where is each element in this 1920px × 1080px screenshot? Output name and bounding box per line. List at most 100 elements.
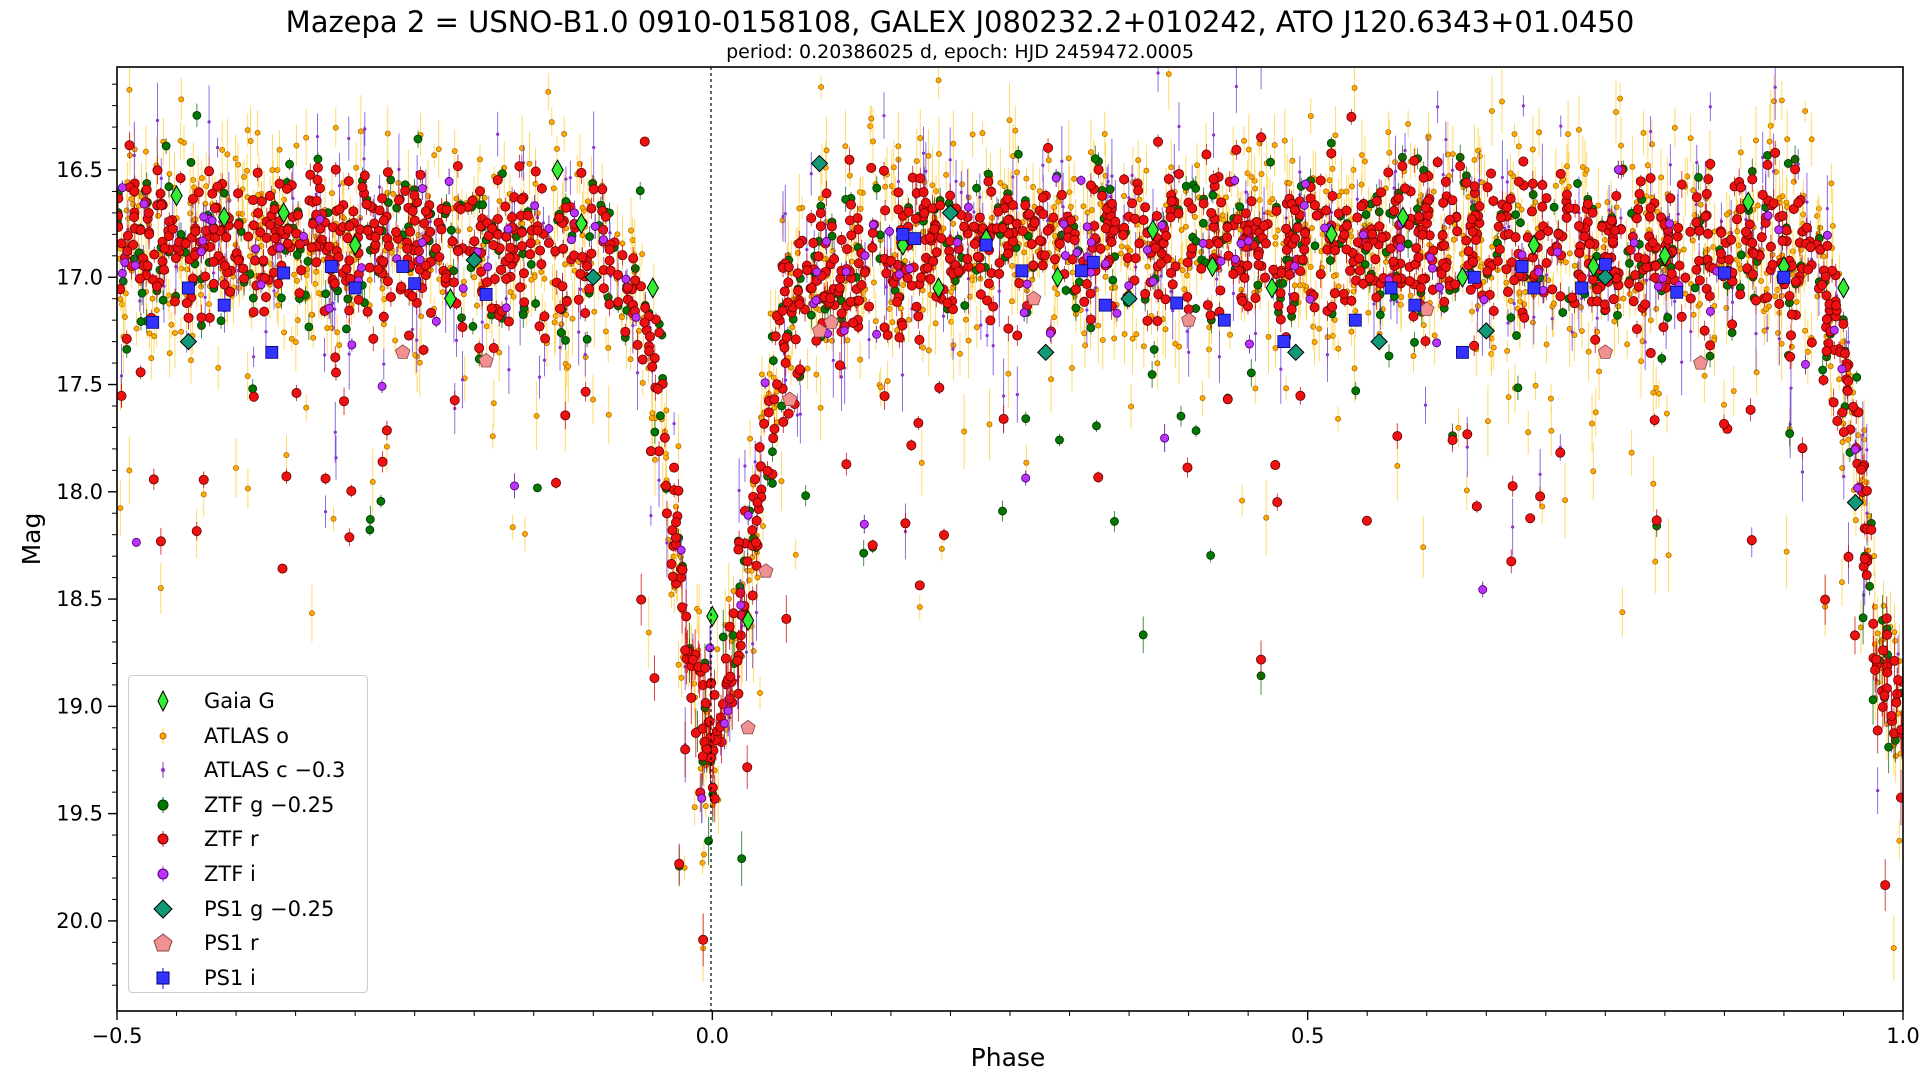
point-ztf-g-0-25 — [635, 186, 645, 196]
point-ztf-g-0-25 — [1326, 138, 1336, 148]
point-atlas-o — [275, 302, 282, 309]
point-atlas-c-0-3 — [1171, 309, 1175, 313]
point-atlas-o — [627, 356, 634, 363]
point-atlas-c-0-3 — [315, 135, 320, 139]
point-atlas-o — [483, 323, 490, 330]
point-atlas-o — [155, 212, 162, 219]
point-atlas-o — [1087, 149, 1094, 156]
point-atlas-c-0-3 — [347, 136, 351, 141]
point-atlas-o — [415, 232, 422, 238]
point-atlas-o — [918, 459, 925, 466]
point-atlas-c-0-3 — [1423, 403, 1428, 407]
point-atlas-o — [178, 96, 185, 103]
point-atlas-o — [639, 251, 646, 258]
point-atlas-o — [652, 456, 658, 463]
point-atlas-o — [1332, 132, 1339, 139]
point-atlas-c-0-3 — [1002, 394, 1006, 398]
point-atlas-o — [1182, 223, 1189, 230]
point-atlas-c-0-3 — [1130, 173, 1134, 177]
point-atlas-o — [293, 142, 300, 149]
point-atlas-o — [1329, 165, 1336, 172]
point-atlas-o — [490, 400, 497, 407]
point-atlas-c-0-3 — [592, 145, 596, 150]
point-atlas-o — [561, 130, 568, 137]
point-atlas-o — [281, 196, 288, 203]
point-atlas-o — [178, 328, 185, 335]
point-atlas-o — [882, 183, 889, 190]
point-atlas-c-0-3 — [1521, 104, 1525, 108]
point-ztf-g-0-25 — [1549, 202, 1559, 212]
point-ztf-g-0-25 — [1147, 370, 1157, 379]
point-atlas-c-0-3 — [753, 460, 757, 464]
point-atlas-o — [1619, 609, 1626, 616]
point-atlas-o — [1579, 164, 1586, 171]
point-atlas-o — [1620, 295, 1627, 302]
point-atlas-c-0-3 — [1500, 175, 1504, 180]
point-atlas-c-0-3 — [1507, 225, 1511, 229]
point-ztf-g-0-25 — [768, 447, 777, 457]
point-atlas-o — [1585, 348, 1592, 355]
point-atlas-o — [1628, 449, 1635, 456]
point-atlas-o — [1269, 196, 1276, 203]
point-atlas-o — [198, 291, 204, 298]
point-atlas-o — [770, 374, 777, 381]
point-atlas-o — [1081, 330, 1088, 337]
point-atlas-o — [1489, 243, 1496, 250]
point-atlas-c-0-3 — [784, 378, 788, 382]
point-atlas-o — [584, 198, 591, 205]
point-atlas-o — [1511, 131, 1518, 137]
point-atlas-o — [959, 181, 966, 188]
point-atlas-c-0-3 — [1676, 212, 1680, 216]
point-ztf-g-0-25 — [1021, 414, 1031, 424]
point-atlas-o — [133, 325, 140, 332]
point-atlas-c-0-3 — [1544, 273, 1549, 277]
point-atlas-o — [149, 295, 156, 302]
point-atlas-o — [489, 433, 496, 440]
point-atlas-c-0-3 — [410, 327, 414, 332]
point-atlas-o — [288, 335, 295, 342]
point-ztf-g-0-25 — [585, 232, 595, 241]
point-atlas-o — [1133, 331, 1140, 338]
point-atlas-o — [1420, 544, 1427, 551]
point-ztf-g-0-25 — [526, 259, 536, 269]
point-atlas-o — [451, 148, 458, 154]
point-ztf-g-0-25 — [1266, 157, 1275, 167]
point-ztf-g-0-25 — [1013, 149, 1023, 159]
point-atlas-o — [1471, 157, 1478, 163]
point-atlas-c-0-3 — [334, 456, 338, 460]
point-atlas-c-0-3 — [1648, 129, 1653, 134]
point-atlas-o — [639, 379, 646, 386]
point-ztf-g-0-25 — [292, 250, 302, 260]
point-atlas-o — [1023, 175, 1030, 182]
point-ztf-g-0-25 — [1694, 172, 1703, 182]
point-ztf-g-0-25 — [556, 328, 566, 337]
point-atlas-c-0-3 — [1777, 337, 1781, 341]
point-atlas-o — [395, 180, 402, 186]
point-ztf-g-0-25 — [1061, 285, 1071, 295]
point-atlas-o — [605, 411, 612, 418]
point-atlas-o — [244, 485, 251, 492]
point-atlas-o — [702, 803, 709, 810]
point-atlas-c-0-3 — [1694, 202, 1698, 207]
point-atlas-o — [1239, 497, 1246, 504]
point-atlas-o — [146, 330, 153, 337]
point-atlas-c-0-3 — [743, 464, 747, 468]
point-atlas-o — [635, 327, 642, 334]
point-atlas-o — [1629, 163, 1636, 170]
point-atlas-o — [1804, 348, 1811, 355]
point-atlas-o — [1311, 339, 1318, 346]
point-atlas-c-0-3 — [382, 362, 386, 366]
point-atlas-c-0-3 — [1325, 353, 1330, 357]
point-atlas-o — [1753, 137, 1759, 144]
point-atlas-c-0-3 — [211, 271, 216, 275]
point-atlas-c-0-3 — [1532, 315, 1536, 319]
point-atlas-o — [1048, 376, 1055, 383]
point-atlas-o — [1766, 138, 1773, 145]
point-atlas-o — [1263, 514, 1270, 521]
point-atlas-o — [1351, 365, 1358, 372]
point-atlas-o — [590, 396, 597, 403]
point-atlas-o — [1111, 335, 1118, 342]
point-atlas-c-0-3 — [252, 355, 256, 359]
point-atlas-o — [725, 596, 732, 602]
point-atlas-o — [1754, 202, 1761, 209]
